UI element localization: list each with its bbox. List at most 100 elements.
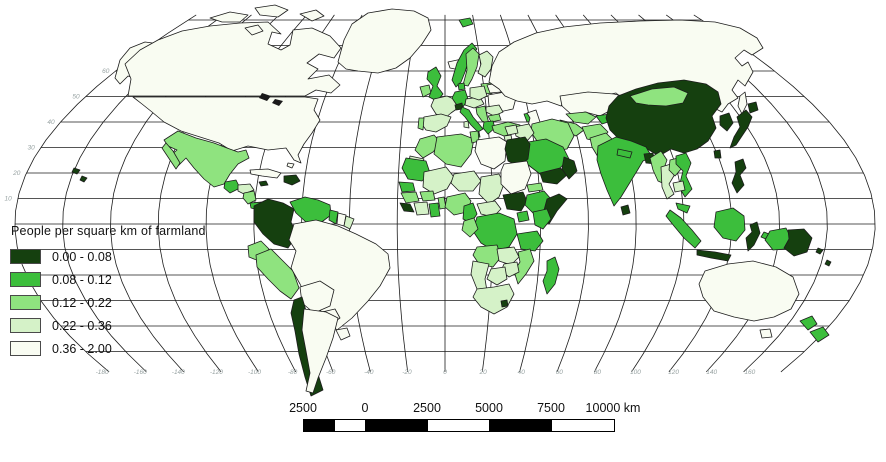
country-uzbekistan [565,111,597,125]
country-nepal [616,148,633,159]
scale-segment [428,420,490,431]
country-india [596,136,653,207]
country-hawaii [79,175,88,183]
country-arctic-island [254,4,289,18]
country-tasmania [759,328,773,339]
country-france [430,95,459,120]
country-arctic-island [299,9,325,22]
scale-label: 7500 [537,401,565,415]
longitude-label: 120 [668,369,679,376]
country-morocco [414,134,442,159]
country-argentina [301,308,339,394]
latitude-label: 10 [4,196,12,203]
country-hispaniola [283,174,301,186]
country-japan-hokkaido [747,101,759,114]
country-denmark [457,82,466,91]
country-australia [698,260,800,322]
country-libya [474,136,508,170]
country-algeria [433,133,475,168]
longitude-label: 80 [594,369,602,376]
scale-segment [552,420,614,431]
country-bahamas [286,162,295,169]
country-iraq [513,123,535,142]
country-senegal [398,181,416,193]
country-taiwan [713,149,722,159]
latitude-label: 20 [12,170,21,177]
country-japan [729,109,753,149]
scale-segment [304,420,335,431]
longitude-label: -140 [172,369,185,376]
legend-label: 0.36 - 2.00 [52,341,112,356]
country-oman [561,156,578,180]
legend-title: People per square km of farmland [11,224,206,238]
longitude-label: -100 [248,369,261,376]
country-arctic-island [244,24,264,36]
legend-items: 0.00 - 0.08 0.08 - 0.12 0.12 - 0.22 0.22 - … [10,245,206,360]
scale-label: 10000 km [585,401,641,415]
scale-bar-graphic [303,419,615,432]
country-sierra-leone-liberia [399,202,415,213]
longitude-label: -120 [210,369,223,376]
longitude-label: -20 [402,369,412,376]
country-nicaragua [242,190,257,205]
country-svalbard [458,17,474,28]
country-yemen [539,167,569,185]
legend-label: 0.00 - 0.08 [52,249,112,264]
longitude-label: 160 [744,369,755,376]
legend-label: 0.08 - 0.12 [52,272,112,287]
country-new-zealand [809,326,830,343]
country-arctic-island [209,11,249,23]
country-sardinia [463,120,470,129]
country-chad [478,173,505,205]
latitude-label: 30 [27,145,35,152]
country-niger [450,170,482,192]
country-greece [482,120,496,135]
longitude-label: 100 [630,369,641,376]
longitude-label: -40 [364,369,374,376]
country-philippines [731,158,747,194]
country-angola [472,244,502,268]
country-mozambique [513,248,535,285]
country-bulgaria [487,113,502,123]
country-tanzania [516,230,544,252]
country-burkina-faso [419,190,436,202]
scale-label: 2500 [289,401,317,415]
longitude-label: -180 [96,369,109,376]
country-uganda [516,210,530,223]
country-italy [459,106,484,133]
country-indonesia-java [696,249,732,262]
country-spain [420,113,452,133]
country-mali [422,166,455,195]
country-korea [719,112,734,132]
country-united-kingdom [426,66,444,102]
country-madagascar [542,256,560,295]
scale-segment [366,420,428,431]
countries-layer [71,4,832,397]
country-new-zealand [799,315,818,331]
country-greenland [337,8,432,74]
country-cuba [249,168,282,179]
country-dr-congo [472,212,518,252]
longitude-label: 40 [518,369,526,376]
country-lesotho [500,299,509,308]
country-ivory-coast [413,201,430,216]
latitude-label: 60 [102,68,110,75]
country-peru [255,248,300,300]
country-baja [161,142,181,170]
country-finland [477,50,494,78]
country-south-africa [472,283,515,315]
country-kenya [532,208,552,230]
country-syria [504,124,519,136]
country-mongolia [629,86,689,107]
country-uruguay [335,327,351,341]
country-usa [132,96,321,164]
longitude-label: 20 [478,369,487,376]
scale-bar-labels: 2500 0 2500 5000 7500 10000 km [289,401,663,417]
country-borneo [713,207,746,242]
longitude-label: -160 [134,369,147,376]
legend-swatch [10,249,41,264]
longitude-label: -80 [288,369,298,376]
country-mauritania [401,157,431,182]
legend-item: 0.08 - 0.12 [10,268,206,291]
country-sudan [500,160,532,195]
